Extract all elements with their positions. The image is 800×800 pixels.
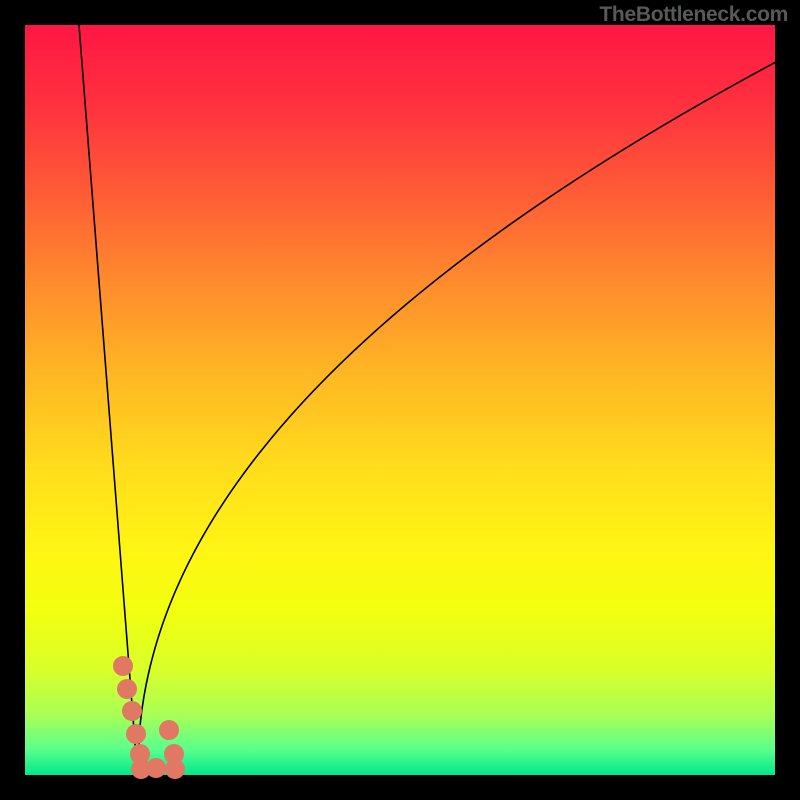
data-marker — [165, 759, 185, 779]
data-marker — [159, 720, 179, 740]
watermark-text: TheBottleneck.com — [599, 3, 788, 27]
data-marker — [117, 679, 137, 699]
plot-area — [25, 25, 775, 775]
data-marker — [122, 701, 142, 721]
chart-frame: TheBottleneck.com — [0, 0, 800, 800]
data-marker — [126, 724, 146, 744]
data-marker — [113, 656, 133, 676]
data-marker — [131, 759, 151, 779]
marker-layer — [25, 25, 775, 775]
